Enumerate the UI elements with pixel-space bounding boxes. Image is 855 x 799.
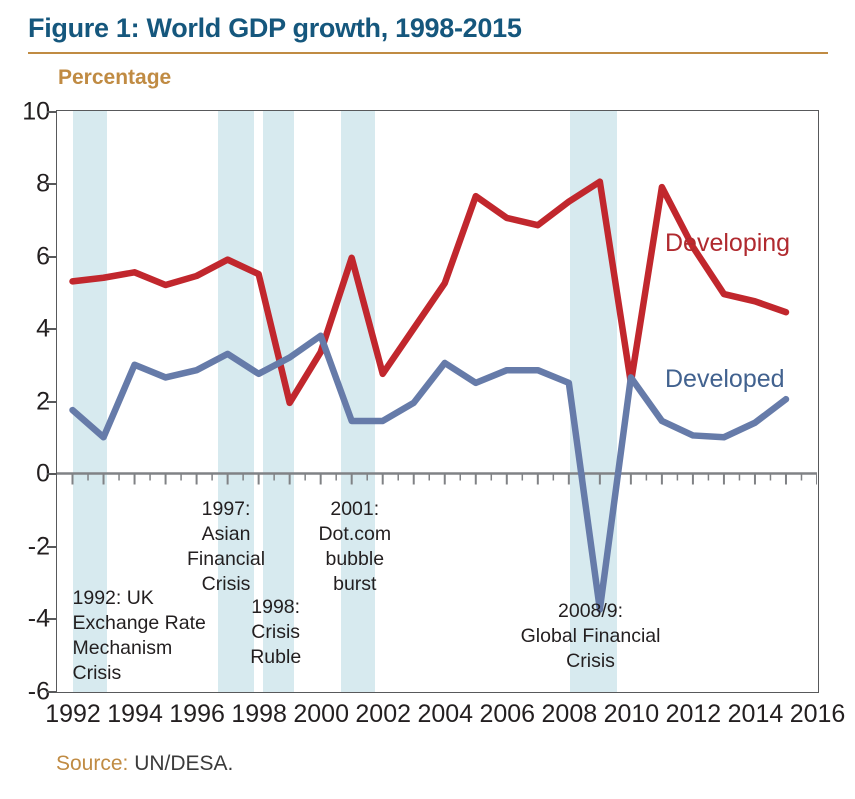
- y-tick-mark: [47, 400, 56, 403]
- x-tick-label: 1996: [169, 700, 225, 728]
- y-tick-label: -6: [27, 677, 50, 705]
- y-tick-label: 10: [22, 97, 50, 125]
- band-1992-uk-erm: [72, 111, 107, 692]
- x-axis: 1992 1994 1996 1998 2000 2002 2004 2006 2008 2010…: [0, 700, 855, 740]
- annotation-1992: 1992: UK Exchange Rate Mechanism Crisis: [72, 586, 206, 684]
- annotation-1998: 1998: Crisis Ruble: [250, 595, 302, 668]
- y-tick-label: -4: [27, 604, 50, 633]
- series-line-developing: [69, 178, 790, 407]
- chart-plot-area: 1992: UK Exchange Rate Mechanism Crisis 1…: [56, 110, 819, 693]
- annotation-2001: 2001: Dot.com bubble burst: [318, 498, 392, 596]
- y-tick-mark: [47, 110, 56, 113]
- page-title: Figure 1: World GDP growth, 1998-2015: [28, 13, 522, 43]
- source-prefix: Source:: [56, 752, 129, 775]
- y-tick-label: 2: [36, 387, 50, 415]
- y-tick-mark: [47, 690, 56, 693]
- y-axis-unit-label: Percentage: [58, 66, 172, 89]
- y-tick-label: 0: [36, 459, 50, 488]
- x-tick-label: 2000: [293, 700, 349, 728]
- title-divider: [28, 52, 828, 54]
- annotation-2008: 2008/9: Global Financial Crisis: [520, 599, 661, 672]
- source-text: UN/DESA.: [128, 752, 234, 775]
- x-tick-label: 2010: [603, 700, 660, 728]
- x-tick-label: 1994: [107, 700, 163, 728]
- band-2008-gfc: [570, 111, 617, 692]
- x-tick-label: 1998: [231, 700, 287, 728]
- series-line-developed: [69, 332, 790, 613]
- y-tick-label: 4: [36, 314, 50, 343]
- y-tick-label: 6: [36, 242, 50, 270]
- chart-series-canvas: [57, 178, 817, 613]
- series-label-developed: Developed: [665, 365, 785, 394]
- annotation-1997: 1997: Asian Financial Crisis: [187, 498, 266, 596]
- y-tick-mark: [47, 618, 56, 620]
- y-tick-mark: [47, 473, 56, 475]
- x-tick-label: 2006: [479, 700, 536, 728]
- x-tick-label: 2004: [417, 700, 474, 728]
- y-tick-mark: [47, 255, 56, 258]
- y-axis: 10 8 6 4 2 0 -2 -4 -6: [0, 97, 56, 705]
- y-tick-mark: [47, 183, 56, 185]
- y-tick-label: 8: [36, 169, 50, 198]
- y-tick-mark: [47, 328, 56, 330]
- series-label-developing: Developing: [665, 229, 791, 258]
- x-tick-label: 2002: [355, 700, 412, 728]
- y-tick-mark: [47, 545, 56, 548]
- band-1997-asian: [218, 111, 254, 692]
- x-tick-label: 2008: [541, 700, 598, 728]
- x-tick-label: 2014: [727, 700, 784, 728]
- x-tick-label: 2012: [665, 700, 722, 728]
- y-tick-label: -2: [27, 532, 50, 560]
- source-note: Source: UN/DESA.: [56, 752, 233, 776]
- x-tick-label: 1992: [45, 700, 101, 728]
- x-tick-label: 2016: [789, 700, 846, 728]
